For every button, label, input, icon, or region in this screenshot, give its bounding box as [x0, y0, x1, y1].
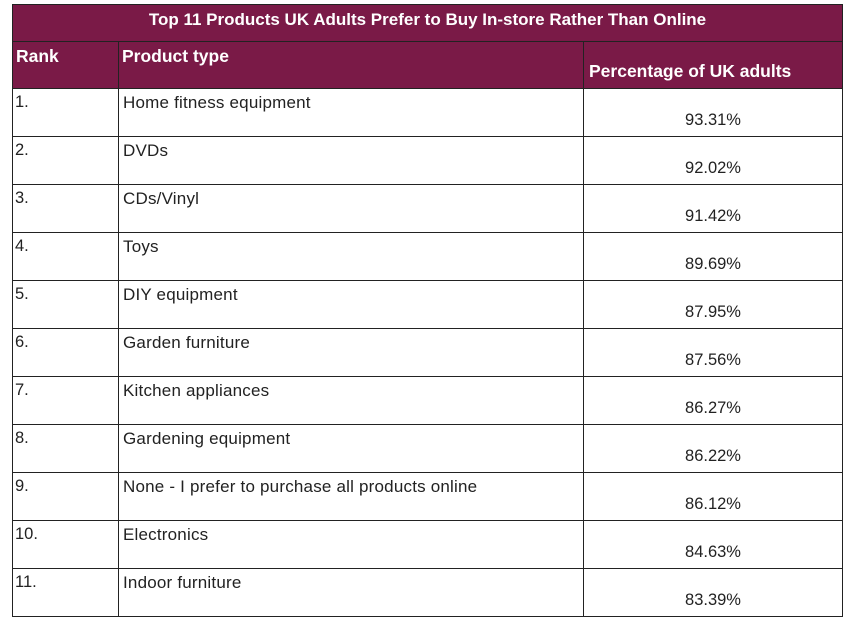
table-title: Top 11 Products UK Adults Prefer to Buy … — [12, 4, 843, 42]
percentage-cell: 89.69% — [583, 232, 843, 281]
percentage-cell: 86.12% — [583, 472, 843, 521]
table-row: 10. Electronics 84.63% — [12, 520, 843, 569]
table-row: 11. Indoor furniture 83.39% — [12, 568, 843, 617]
table-body: 1. Home fitness equipment 93.31% 2. DVDs 92.0… — [12, 88, 843, 617]
product-type-cell: Gardening equipment — [118, 424, 584, 473]
column-header-rank: Rank — [12, 41, 119, 89]
percentage-cell: 84.63% — [583, 520, 843, 569]
percentage-cell: 86.22% — [583, 424, 843, 473]
product-type-cell: Toys — [118, 232, 584, 281]
rank-cell: 8. — [12, 424, 119, 473]
product-type-cell: None - I prefer to purchase all products… — [118, 472, 584, 521]
product-type-cell: Kitchen appliances — [118, 376, 584, 425]
rank-cell: 9. — [12, 472, 119, 521]
product-type-cell: Electronics — [118, 520, 584, 569]
product-type-cell: Indoor furniture — [118, 568, 584, 617]
product-type-cell: DVDs — [118, 136, 584, 185]
column-header-product-type: Product type — [118, 41, 584, 89]
percentage-cell: 92.02% — [583, 136, 843, 185]
products-table: Top 11 Products UK Adults Prefer to Buy … — [12, 4, 843, 617]
rank-cell: 5. — [12, 280, 119, 329]
percentage-cell: 87.56% — [583, 328, 843, 377]
column-header-percentage: Percentage of UK adults — [583, 41, 843, 89]
table-container: Top 11 Products UK Adults Prefer to Buy … — [12, 4, 843, 617]
percentage-cell: 93.31% — [583, 88, 843, 137]
percentage-cell: 87.95% — [583, 280, 843, 329]
table-row: 4. Toys 89.69% — [12, 232, 843, 281]
table-row: 6. Garden furniture 87.56% — [12, 328, 843, 377]
table-row: 2. DVDs 92.02% — [12, 136, 843, 185]
product-type-cell: DIY equipment — [118, 280, 584, 329]
column-header-row: Rank Product type Percentage of UK adult… — [12, 41, 843, 89]
percentage-cell: 91.42% — [583, 184, 843, 233]
rank-cell: 2. — [12, 136, 119, 185]
rank-cell: 3. — [12, 184, 119, 233]
product-type-cell: CDs/Vinyl — [118, 184, 584, 233]
table-row: 9. None - I prefer to purchase all produc… — [12, 472, 843, 521]
table-row: 7. Kitchen appliances 86.27% — [12, 376, 843, 425]
rank-cell: 4. — [12, 232, 119, 281]
product-type-cell: Garden furniture — [118, 328, 584, 377]
rank-cell: 7. — [12, 376, 119, 425]
rank-cell: 11. — [12, 568, 119, 617]
table-row: 1. Home fitness equipment 93.31% — [12, 88, 843, 137]
product-type-cell: Home fitness equipment — [118, 88, 584, 137]
table-title-row: Top 11 Products UK Adults Prefer to Buy … — [12, 4, 843, 42]
table-row: 3. CDs/Vinyl 91.42% — [12, 184, 843, 233]
rank-cell: 6. — [12, 328, 119, 377]
percentage-cell: 83.39% — [583, 568, 843, 617]
rank-cell: 1. — [12, 88, 119, 137]
percentage-cell: 86.27% — [583, 376, 843, 425]
rank-cell: 10. — [12, 520, 119, 569]
table-row: 8. Gardening equipment 86.22% — [12, 424, 843, 473]
table-row: 5. DIY equipment 87.95% — [12, 280, 843, 329]
